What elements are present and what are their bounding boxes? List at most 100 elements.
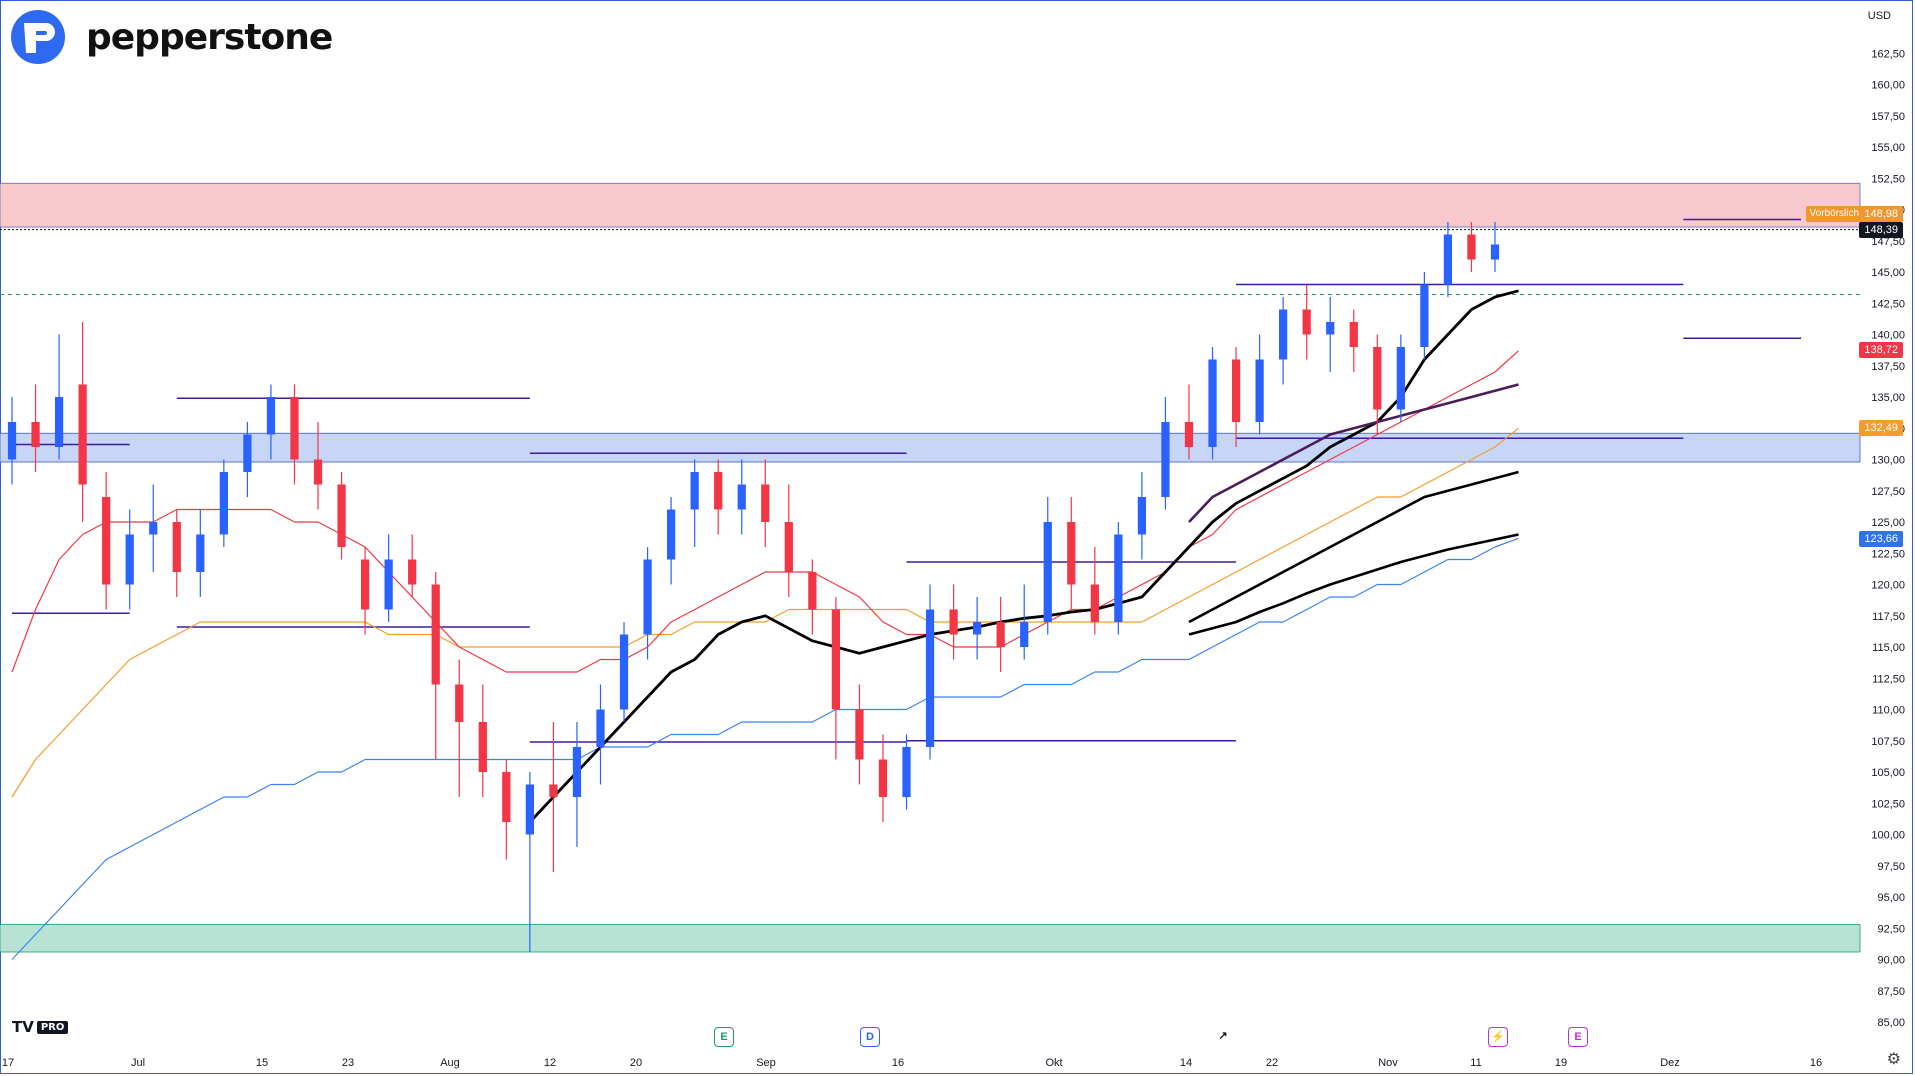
candle bbox=[219, 459, 228, 547]
candle-body bbox=[125, 534, 134, 585]
y-tick-label: 137,50 bbox=[1871, 361, 1905, 373]
candle bbox=[455, 659, 464, 797]
zone-demand-green bbox=[0, 924, 1861, 953]
candle bbox=[572, 722, 582, 847]
candle-body bbox=[902, 747, 911, 797]
flash-icon[interactable]: ⚡ bbox=[1488, 1027, 1508, 1047]
candle bbox=[902, 734, 911, 810]
x-tick-label: Sep bbox=[756, 1057, 776, 1069]
y-tick-label: 92,50 bbox=[1877, 923, 1905, 935]
x-tick-label: 17 bbox=[2, 1057, 14, 1069]
ma-orange-line bbox=[11, 427, 1519, 798]
candle bbox=[1326, 297, 1335, 372]
x-tick-label: 16 bbox=[892, 1057, 904, 1069]
candle-body bbox=[54, 397, 64, 447]
y-tick-label: 142,50 bbox=[1871, 298, 1905, 310]
y-tick-label: 125,00 bbox=[1871, 517, 1905, 529]
ma-purple-line bbox=[1188, 383, 1519, 523]
candle bbox=[1467, 222, 1476, 272]
candle-body bbox=[808, 572, 817, 610]
candle-body bbox=[1020, 622, 1029, 647]
split-icon[interactable]: ↗ bbox=[1218, 1030, 1228, 1042]
candle-body bbox=[643, 559, 652, 635]
candle bbox=[1255, 334, 1264, 435]
tradingview-logo: TV PRO bbox=[12, 1018, 69, 1036]
x-tick-label: 12 bbox=[544, 1057, 556, 1069]
candle-body bbox=[360, 559, 370, 610]
candle bbox=[360, 547, 370, 635]
settings-icon[interactable]: ⚙ bbox=[1886, 1051, 1901, 1068]
dividend-icon[interactable]: D bbox=[860, 1027, 880, 1047]
last-price-tag: 148,39 bbox=[1859, 222, 1903, 238]
y-tick-label: 130,00 bbox=[1871, 455, 1905, 467]
candle-body bbox=[784, 522, 793, 572]
x-tick-label: Jul bbox=[131, 1057, 145, 1069]
candle bbox=[1443, 222, 1453, 297]
candle-body bbox=[737, 484, 746, 510]
candle bbox=[878, 734, 888, 822]
candle-body bbox=[1373, 347, 1382, 410]
candle-body bbox=[7, 422, 17, 460]
candle bbox=[808, 559, 817, 635]
y-tick-label: 110,00 bbox=[1872, 705, 1905, 717]
y-tick-label: 157,50 bbox=[1871, 111, 1905, 123]
candle-body bbox=[78, 384, 87, 485]
candle bbox=[266, 384, 276, 460]
candle-body bbox=[1090, 584, 1099, 622]
y-tick-label: 85,00 bbox=[1877, 1017, 1905, 1029]
candle bbox=[31, 384, 40, 472]
candle bbox=[1184, 384, 1194, 460]
candle bbox=[973, 597, 982, 660]
ma-blue-line bbox=[11, 537, 1519, 960]
candle bbox=[1420, 272, 1429, 360]
earnings-upcoming-icon[interactable]: E bbox=[1568, 1027, 1588, 1047]
candle-body bbox=[596, 709, 605, 747]
y-tick-label: 107,50 bbox=[1871, 736, 1905, 748]
x-tick-label: 16 bbox=[1810, 1057, 1822, 1069]
y-tick-label: 95,00 bbox=[1877, 892, 1905, 904]
candle bbox=[1090, 547, 1099, 635]
brand-logo: pepperstone bbox=[10, 8, 333, 66]
candle-body bbox=[431, 584, 440, 685]
candle-body bbox=[996, 622, 1005, 647]
candle-body bbox=[666, 509, 676, 560]
candle-body bbox=[1302, 309, 1311, 335]
candle bbox=[737, 459, 746, 535]
x-tick-label: 20 bbox=[630, 1057, 642, 1069]
candle-body bbox=[855, 709, 864, 760]
candle bbox=[1137, 472, 1147, 560]
y-tick-label: 140,00 bbox=[1871, 330, 1905, 342]
candle bbox=[243, 422, 252, 497]
ma-blue-price-tag: 123,66 bbox=[1859, 531, 1903, 547]
candle bbox=[1396, 334, 1405, 422]
x-tick-label: 15 bbox=[256, 1057, 268, 1069]
y-tick-label: 105,00 bbox=[1871, 767, 1905, 779]
candle-body bbox=[290, 397, 299, 460]
candle-body bbox=[690, 472, 699, 510]
y-tick-label: 120,00 bbox=[1871, 580, 1905, 592]
x-tick-label: 23 bbox=[342, 1057, 354, 1069]
candle bbox=[1020, 584, 1029, 660]
candle-body bbox=[761, 484, 770, 522]
y-tick-label: 155,00 bbox=[1871, 142, 1905, 154]
candle bbox=[149, 484, 158, 572]
candle bbox=[431, 572, 440, 760]
candle bbox=[290, 384, 299, 485]
x-tick-label: 22 bbox=[1266, 1057, 1278, 1069]
candle-body bbox=[31, 422, 40, 447]
candle-body bbox=[408, 559, 417, 585]
candle-body bbox=[831, 609, 841, 710]
currency-button[interactable]: USD bbox=[1867, 10, 1891, 22]
y-tick-label: 122,50 bbox=[1871, 548, 1905, 560]
candle-body bbox=[1255, 359, 1264, 422]
y-tick-label: 147,50 bbox=[1871, 236, 1905, 248]
candle bbox=[54, 334, 64, 460]
candles-layer bbox=[7, 222, 1500, 952]
earnings-icon[interactable]: E bbox=[714, 1027, 734, 1047]
ma-black-long-line bbox=[1188, 470, 1519, 624]
candle-body bbox=[1067, 522, 1076, 585]
y-tick-label: 112,50 bbox=[1872, 673, 1905, 685]
y-tick-label: 160,00 bbox=[1871, 80, 1905, 92]
